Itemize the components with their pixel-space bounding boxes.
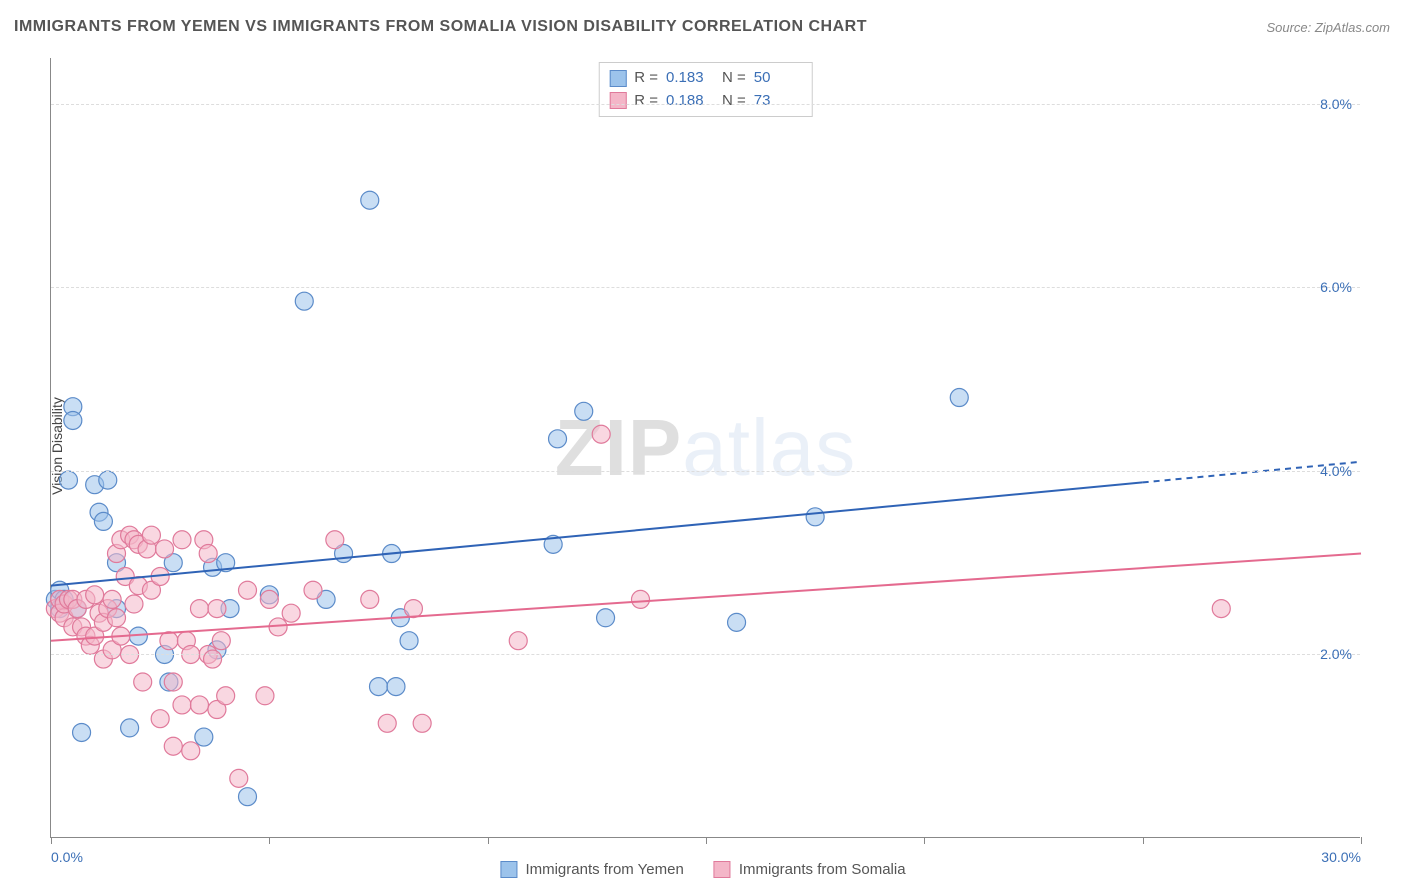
data-point-somalia <box>282 604 300 622</box>
x-tick-label: 0.0% <box>51 849 83 865</box>
y-tick-label: 8.0% <box>1320 96 1352 112</box>
data-point-somalia <box>361 590 379 608</box>
legend-item-somalia: Immigrants from Somalia <box>714 861 906 878</box>
data-point-somalia <box>404 600 422 618</box>
trendline-yemen <box>51 482 1143 585</box>
data-point-somalia <box>142 526 160 544</box>
x-tick <box>1143 837 1144 844</box>
data-point-somalia <box>151 710 169 728</box>
gridline <box>51 104 1360 105</box>
data-point-yemen <box>94 512 112 530</box>
data-point-somalia <box>173 696 191 714</box>
data-point-somalia <box>208 600 226 618</box>
data-point-somalia <box>260 590 278 608</box>
data-point-somalia <box>592 425 610 443</box>
series-legend: Immigrants from Yemen Immigrants from Som… <box>500 861 905 878</box>
data-point-somalia <box>160 632 178 650</box>
data-point-somalia <box>164 673 182 691</box>
legend-label: Immigrants from Yemen <box>525 861 683 878</box>
data-point-yemen <box>121 719 139 737</box>
data-point-somalia <box>326 531 344 549</box>
data-point-yemen <box>64 411 82 429</box>
data-point-somalia <box>182 742 200 760</box>
y-tick-label: 6.0% <box>1320 279 1352 295</box>
gridline <box>51 471 1360 472</box>
data-point-yemen <box>597 609 615 627</box>
data-point-somalia <box>212 632 230 650</box>
legend-swatch <box>714 861 731 878</box>
data-point-yemen <box>728 613 746 631</box>
data-point-somalia <box>86 586 104 604</box>
data-point-somalia <box>173 531 191 549</box>
x-tick-label: 30.0% <box>1321 849 1361 865</box>
data-point-somalia <box>256 687 274 705</box>
y-tick-label: 4.0% <box>1320 463 1352 479</box>
data-point-somalia <box>199 545 217 563</box>
data-point-somalia <box>190 600 208 618</box>
data-point-somalia <box>134 673 152 691</box>
data-point-somalia <box>217 687 235 705</box>
source-attribution: Source: ZipAtlas.com <box>1266 20 1390 35</box>
data-point-somalia <box>204 650 222 668</box>
data-point-somalia <box>509 632 527 650</box>
data-point-somalia <box>304 581 322 599</box>
data-point-somalia <box>413 714 431 732</box>
data-point-yemen <box>73 723 91 741</box>
data-point-yemen <box>400 632 418 650</box>
scatter-plot: ZIPatlas R =0.183N =50R =0.188N =73 2.0%… <box>50 58 1360 838</box>
data-point-yemen <box>59 471 77 489</box>
data-point-yemen <box>361 191 379 209</box>
data-point-yemen <box>370 678 388 696</box>
data-point-somalia <box>156 540 174 558</box>
legend-label: Immigrants from Somalia <box>739 861 906 878</box>
gridline <box>51 654 1360 655</box>
x-tick <box>269 837 270 844</box>
data-point-somalia <box>632 590 650 608</box>
legend-item-yemen: Immigrants from Yemen <box>500 861 683 878</box>
data-point-somalia <box>190 696 208 714</box>
data-point-yemen <box>549 430 567 448</box>
data-point-somalia <box>239 581 257 599</box>
data-point-somalia <box>378 714 396 732</box>
plot-svg <box>51 58 1360 837</box>
chart-title: IMMIGRANTS FROM YEMEN VS IMMIGRANTS FROM… <box>14 18 867 36</box>
gridline <box>51 287 1360 288</box>
data-point-yemen <box>387 678 405 696</box>
data-point-somalia <box>230 769 248 787</box>
data-point-somalia <box>164 737 182 755</box>
data-point-somalia <box>125 595 143 613</box>
x-tick <box>1361 837 1362 844</box>
data-point-yemen <box>239 788 257 806</box>
data-point-yemen <box>295 292 313 310</box>
y-tick-label: 2.0% <box>1320 646 1352 662</box>
data-point-somalia <box>108 609 126 627</box>
data-point-yemen <box>575 402 593 420</box>
data-point-somalia <box>1212 600 1230 618</box>
data-point-yemen <box>195 728 213 746</box>
legend-swatch <box>500 861 517 878</box>
x-tick <box>51 837 52 844</box>
data-point-yemen <box>806 508 824 526</box>
data-point-yemen <box>99 471 117 489</box>
x-tick <box>706 837 707 844</box>
x-tick <box>488 837 489 844</box>
x-tick <box>924 837 925 844</box>
data-point-somalia <box>103 590 121 608</box>
data-point-yemen <box>950 389 968 407</box>
